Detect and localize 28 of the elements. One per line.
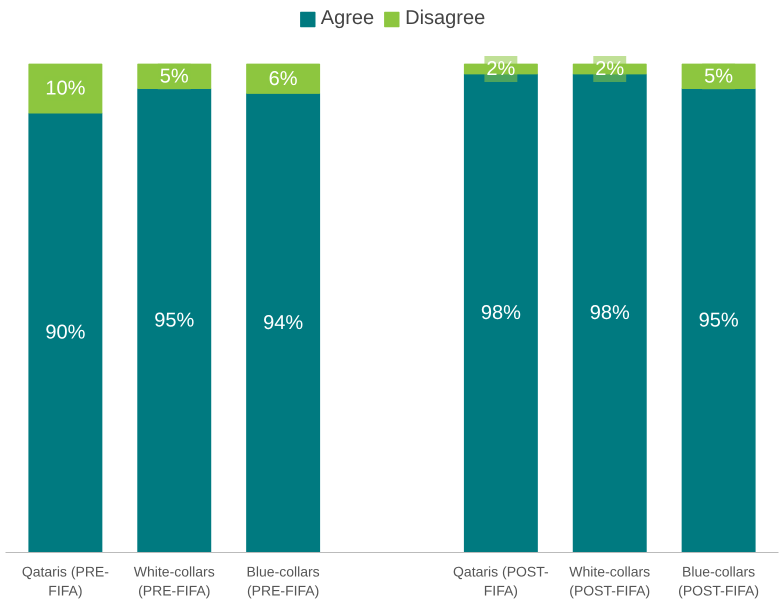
x-tick-label: Blue-collars (POST-FIFA) [678, 564, 760, 599]
x-tick-label: Blue-collars (PRE-FIFA) [246, 564, 320, 599]
data-label: 10% [45, 78, 86, 100]
data-label: 5% [704, 65, 734, 88]
data-label: 90% [45, 322, 86, 344]
x-tick-label: White-collars (POST-FIFA) [569, 564, 650, 599]
data-label: 5% [160, 65, 189, 88]
bar [682, 88, 756, 552]
x-tick-label: Qataris (POST- FIFA) [453, 564, 550, 599]
bar [28, 112, 102, 552]
data-label: 94% [263, 312, 304, 334]
x-tick-label: White-collars (PRE-FIFA) [134, 564, 215, 599]
bar [246, 92, 320, 552]
legend-label: Agree [320, 7, 374, 30]
bar [28, 64, 102, 114]
bar [137, 64, 212, 90]
data-label: 98% [480, 302, 522, 324]
data-label: 6% [268, 68, 298, 90]
x-tick-label: Qataris (PRE- FIFA) [22, 564, 110, 599]
bar [137, 88, 212, 552]
data-label: 2% [595, 58, 624, 80]
bar [246, 64, 320, 94]
bar [682, 64, 756, 90]
data-label: 95% [154, 310, 194, 332]
data-label: 95% [698, 310, 739, 332]
data-label: 98% [590, 302, 630, 324]
legend-label: Disagree [405, 7, 486, 30]
data-label: 2% [486, 58, 516, 80]
